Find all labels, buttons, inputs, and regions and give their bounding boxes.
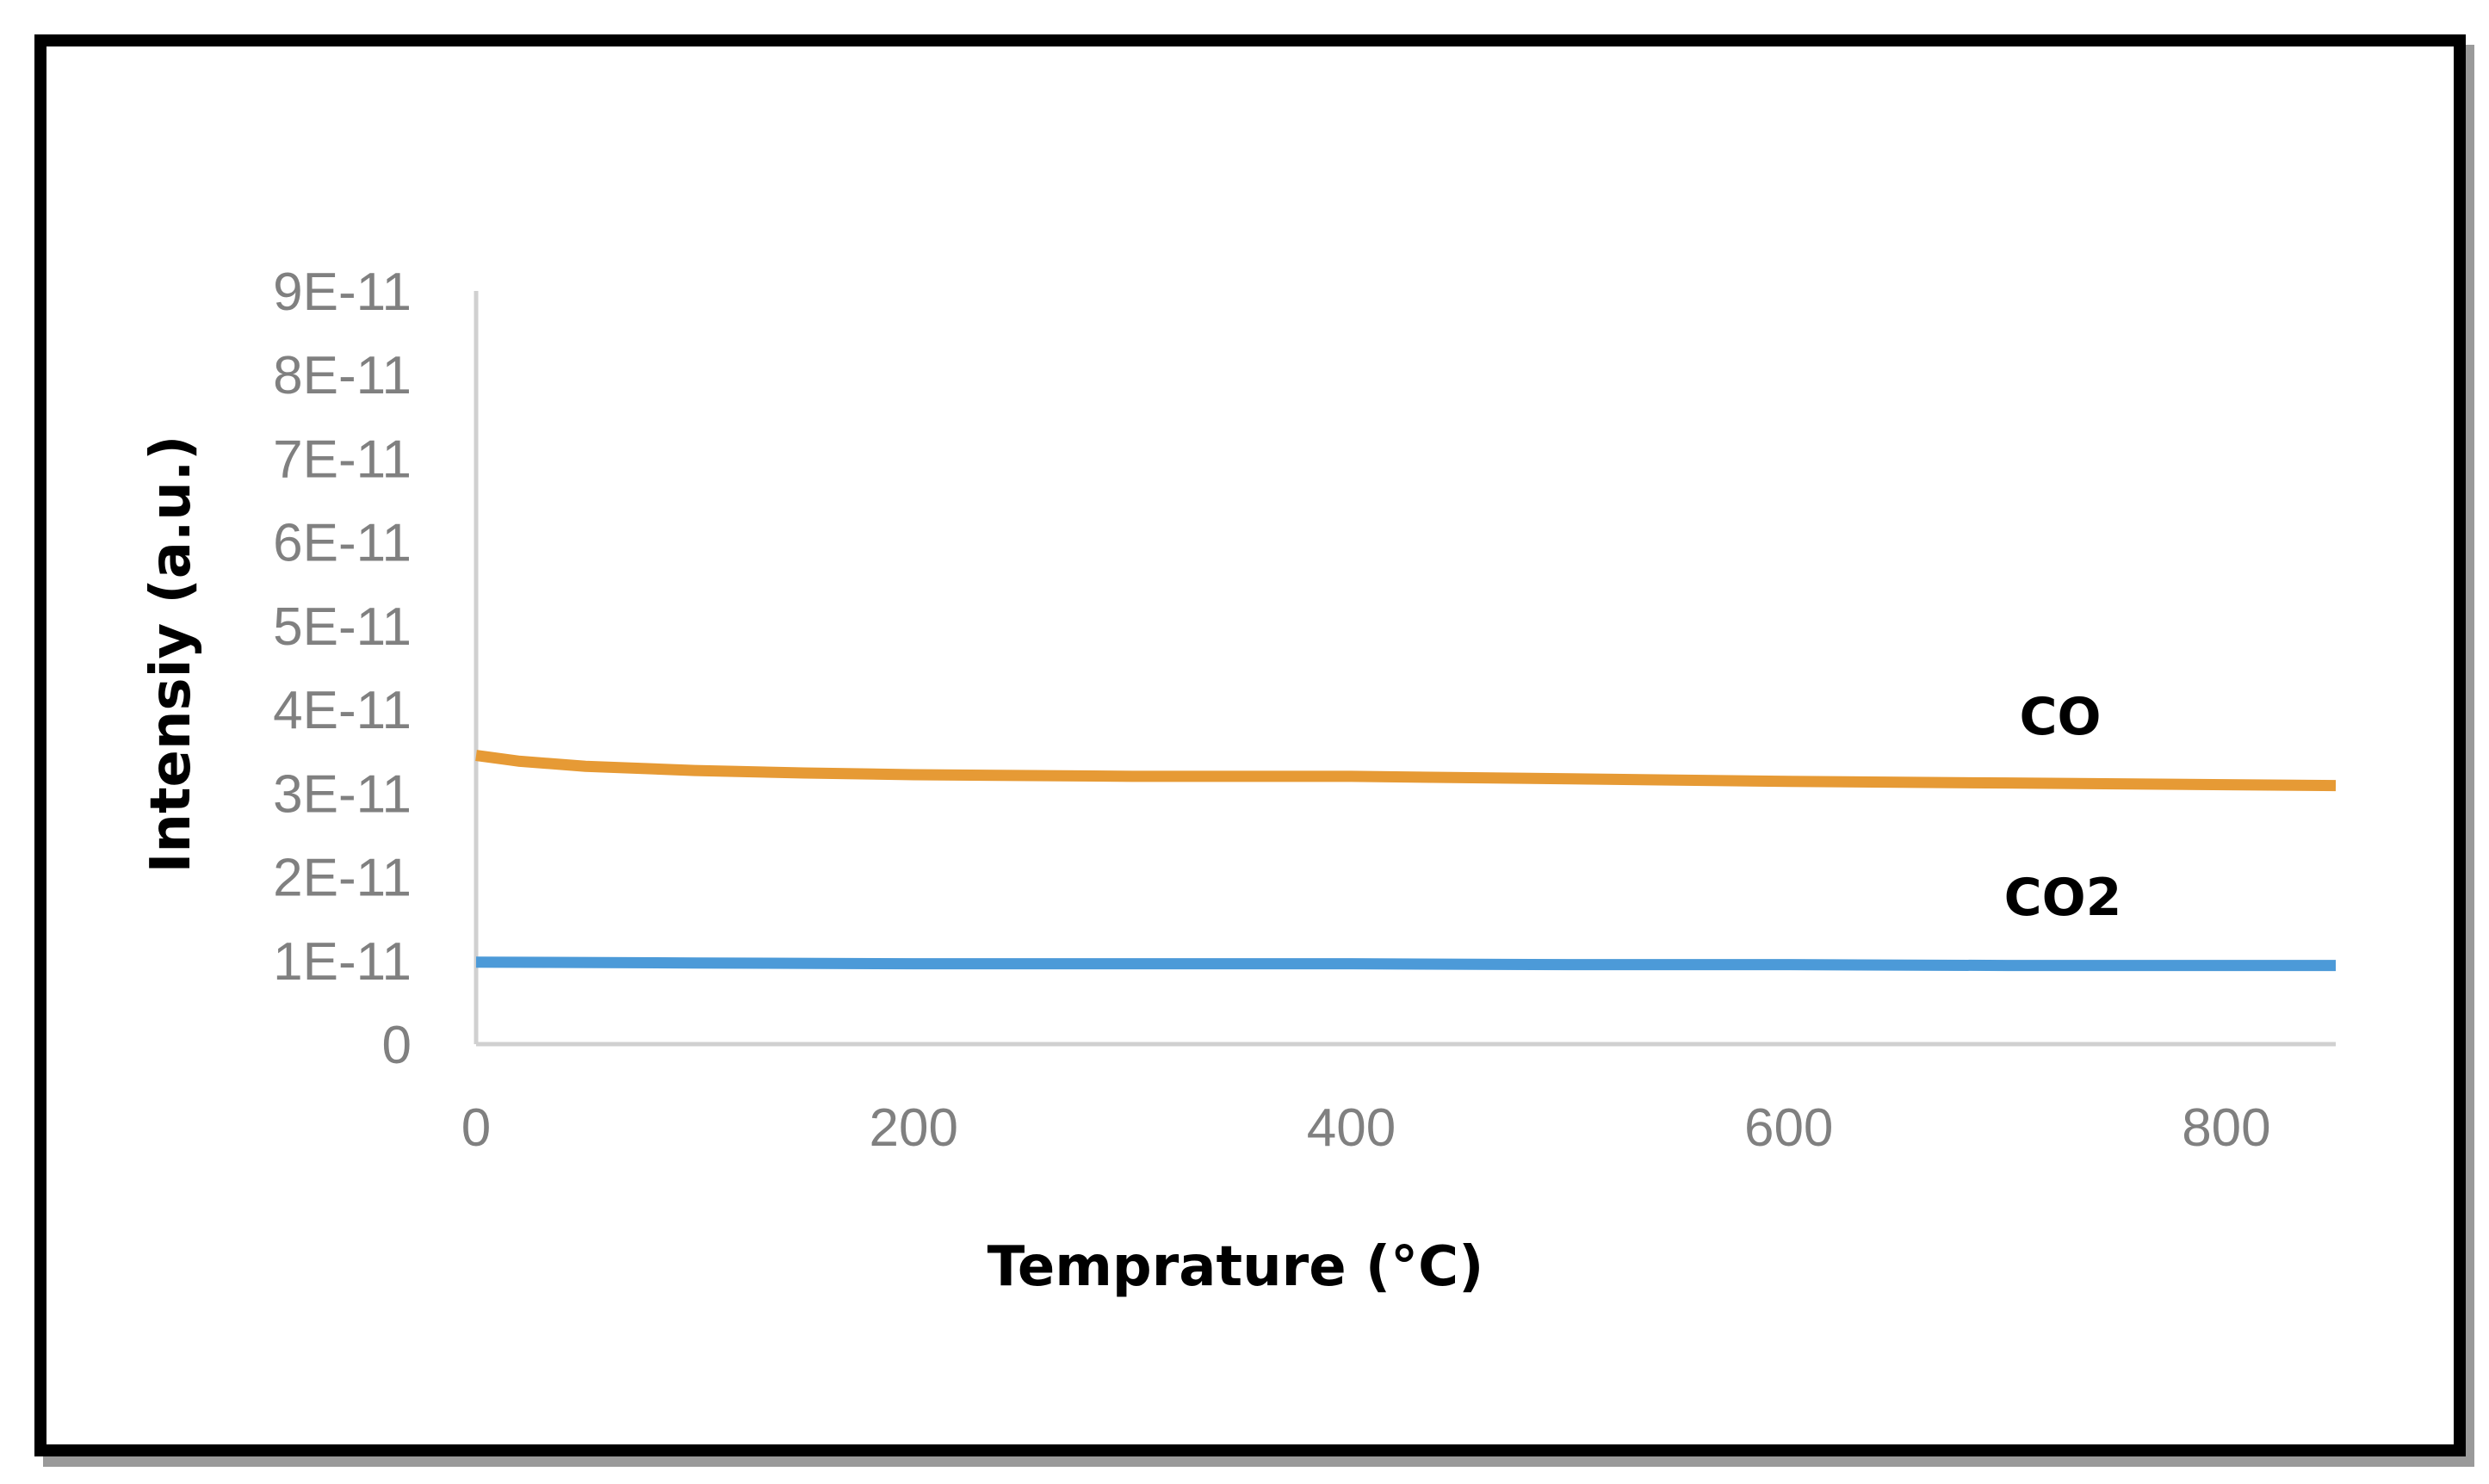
y-tick-label: 4E-11 <box>273 681 412 740</box>
y-axis-ticks: 0 1E-11 2E-11 3E-11 4E-11 5E-11 6E-11 7E-11 8E-1… <box>273 263 412 1075</box>
series-line-co2 <box>475 956 2336 972</box>
y-tick-label: 6E-11 <box>273 514 412 573</box>
series-lines <box>475 750 2337 972</box>
x-axis-title: Temprature (°C) <box>988 1235 1484 1299</box>
x-axis-ticks: 0 200 400 600 800 <box>461 1098 2271 1158</box>
x-tick-label: 800 <box>2182 1098 2270 1158</box>
y-tick-label: 8E-11 <box>273 346 412 405</box>
y-tick-label: 7E-11 <box>273 430 412 489</box>
x-tick-label: 600 <box>1744 1098 1833 1158</box>
y-tick-label: 3E-11 <box>273 764 412 824</box>
y-tick-label: 1E-11 <box>273 932 412 992</box>
x-tick-label: 0 <box>461 1098 491 1158</box>
x-tick-label: 200 <box>870 1098 958 1158</box>
series-label-co2: CO2 <box>2004 868 2122 928</box>
series-line-co <box>475 750 2337 792</box>
y-tick-label: 0 <box>382 1016 412 1075</box>
x-tick-label: 400 <box>1307 1098 1396 1158</box>
y-tick-label: 2E-11 <box>273 849 412 908</box>
y-tick-label: 9E-11 <box>273 263 412 322</box>
y-axis-title: Intensiy (a.u.) <box>139 436 203 874</box>
chart-frame <box>34 34 2466 1456</box>
series-label-co: CO <box>2019 687 2101 747</box>
y-tick-label: 5E-11 <box>273 597 412 657</box>
